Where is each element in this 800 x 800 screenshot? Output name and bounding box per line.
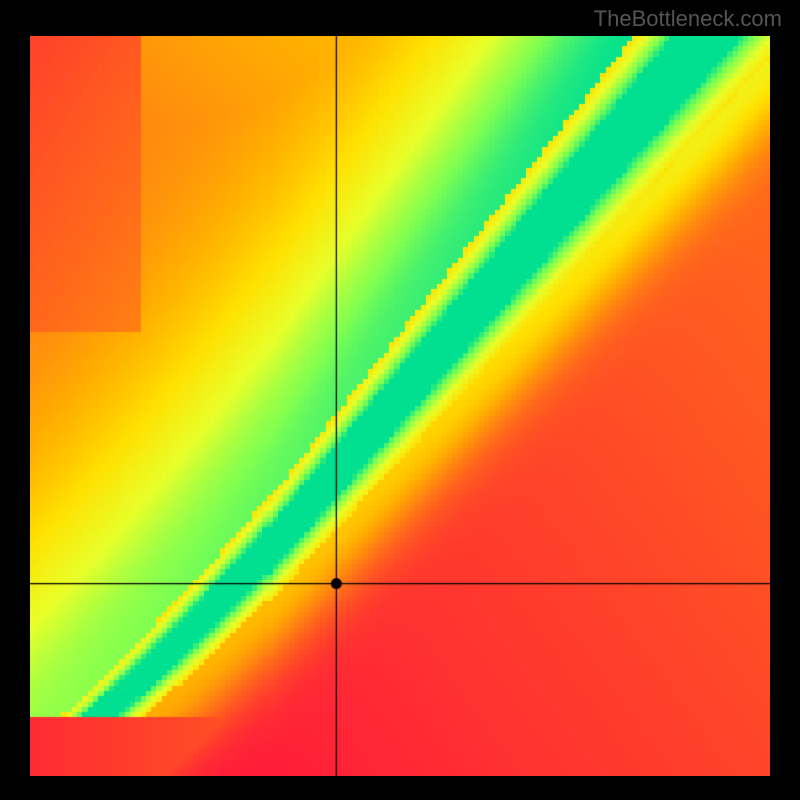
heatmap-canvas — [30, 36, 770, 776]
watermark-text: TheBottleneck.com — [594, 6, 782, 32]
heatmap-plot — [30, 36, 770, 776]
chart-container: TheBottleneck.com — [0, 0, 800, 800]
